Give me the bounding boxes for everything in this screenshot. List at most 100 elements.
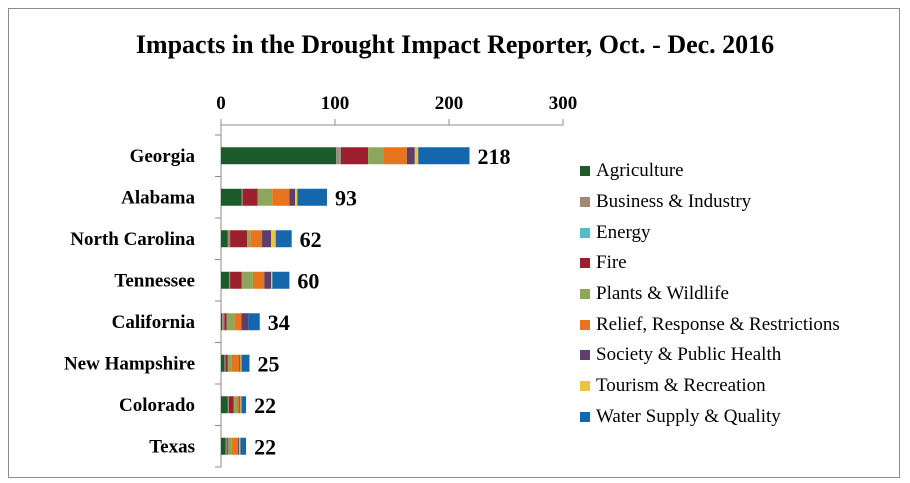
- bar-segment: [224, 313, 227, 331]
- bar-segment: [227, 437, 232, 455]
- legend-swatch: [580, 319, 590, 330]
- total-data-label: 93: [335, 185, 357, 210]
- total-data-label: 22: [254, 434, 276, 459]
- bar-segment: [240, 354, 242, 372]
- bar-segment: [230, 230, 248, 248]
- legend-swatch: [580, 381, 590, 392]
- bar-segment: [221, 147, 337, 165]
- chart-title: Impacts in the Drought Impact Reporter, …: [135, 30, 775, 59]
- bar-segment: [239, 354, 241, 372]
- category-label: Colorado: [119, 395, 195, 416]
- bar-segment: [224, 354, 226, 372]
- bar-segment: [228, 396, 234, 414]
- bar-segment: [297, 188, 328, 206]
- bar-segment: [275, 230, 292, 248]
- bar-segment: [227, 230, 231, 248]
- legend-label: Energy: [596, 221, 651, 243]
- legend-entry: Fire: [580, 248, 840, 279]
- bar-segment: [241, 313, 249, 331]
- bar-segment: [240, 437, 247, 455]
- legend-label: Fire: [596, 252, 627, 274]
- bar-segment: [406, 147, 415, 165]
- x-tick-label: 0: [216, 93, 226, 114]
- bar-segment: [295, 188, 298, 206]
- bar-segment: [221, 271, 229, 289]
- bar-segment: [241, 396, 247, 414]
- bar-segment: [221, 230, 228, 248]
- bar-segment: [368, 147, 385, 165]
- bar-segment: [222, 313, 225, 331]
- bar-segment: [241, 271, 253, 289]
- legend-swatch: [580, 166, 590, 177]
- category-label: Alabama: [121, 187, 195, 208]
- legend-entry: Energy: [580, 217, 840, 248]
- bar-segment: [221, 188, 242, 206]
- bar-segment: [271, 230, 276, 248]
- bar-segment: [289, 188, 296, 206]
- bar-segment: [236, 396, 240, 414]
- bar-segment: [252, 271, 265, 289]
- bar-segment: [250, 230, 263, 248]
- bar-segment: [336, 147, 340, 165]
- category-label: California: [112, 312, 196, 333]
- legend-label: Relief, Response & Restrictions: [596, 313, 840, 335]
- bar-segment: [231, 437, 239, 455]
- legend-swatch: [580, 411, 590, 422]
- category-label: Georgia: [130, 146, 196, 167]
- bar-segment: [231, 354, 240, 372]
- legend-label: Business & Industry: [596, 191, 752, 213]
- bar-segment: [230, 271, 242, 289]
- total-data-label: 22: [254, 393, 276, 418]
- bar-segment: [242, 188, 258, 206]
- bar-segment: [414, 147, 419, 165]
- legend-label: Water Supply & Quality: [596, 405, 781, 427]
- total-data-label: 218: [478, 144, 511, 169]
- legend-entry: Business & Industry: [580, 187, 840, 218]
- legend-label: Society & Public Health: [596, 344, 782, 366]
- bar-segment: [221, 354, 225, 372]
- legend-label: Agriculture: [596, 160, 684, 182]
- chart-frame: [8, 8, 900, 478]
- bar-segment: [272, 188, 290, 206]
- bar-segment: [240, 396, 242, 414]
- legend-swatch: [580, 227, 590, 238]
- legend-entry: Tourism & Recreation: [580, 371, 840, 402]
- bar-segment: [264, 271, 272, 289]
- bar-segment: [227, 354, 232, 372]
- bar-segment: [257, 188, 273, 206]
- category-label: Tennessee: [114, 270, 195, 291]
- bar-segment: [228, 271, 231, 289]
- total-data-label: 60: [297, 268, 319, 293]
- bar-segment: [226, 437, 228, 455]
- bar-segment: [272, 271, 290, 289]
- bar-segment: [241, 188, 243, 206]
- bar-segment: [225, 354, 228, 372]
- bar-segment: [340, 147, 369, 165]
- category-label: New Hampshire: [64, 353, 195, 374]
- bar-segment: [247, 230, 251, 248]
- category-label: North Carolina: [70, 229, 195, 250]
- x-tick-label: 100: [321, 93, 350, 114]
- total-data-label: 34: [268, 310, 290, 335]
- x-tick-label: 300: [549, 93, 578, 114]
- legend-entry: Water Supply & Quality: [580, 402, 840, 433]
- bar-segment: [239, 437, 241, 455]
- legend-label: Tourism & Recreation: [596, 375, 766, 397]
- bar-segment: [248, 313, 260, 331]
- bar-segment: [226, 313, 235, 331]
- legend-entry: Plants & Wildlife: [580, 279, 840, 310]
- legend-entry: Relief, Response & Restrictions: [580, 309, 840, 340]
- legend-entry: Agriculture: [580, 156, 840, 187]
- legend-swatch: [580, 197, 590, 208]
- bar-segment: [227, 396, 229, 414]
- legend-entry: Society & Public Health: [580, 340, 840, 371]
- bar-segment: [234, 313, 242, 331]
- legend-swatch: [580, 350, 590, 361]
- bar-segment: [241, 354, 250, 372]
- bar-segment: [339, 147, 341, 165]
- bar-segment: [221, 437, 226, 455]
- bar-segment: [221, 396, 228, 414]
- bar-segment: [238, 437, 240, 455]
- chart-legend: Agriculture Business & Industry Energy Fire…: [580, 156, 840, 432]
